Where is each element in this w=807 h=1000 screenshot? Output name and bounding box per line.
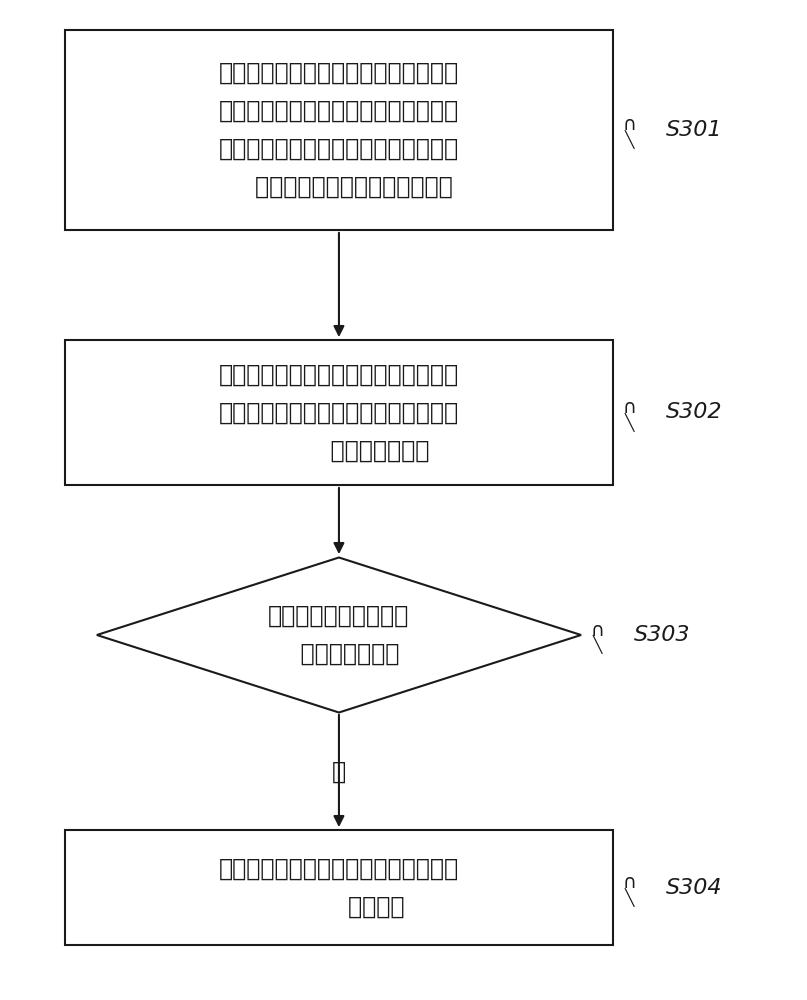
Text: S302: S302 bbox=[666, 402, 722, 422]
Text: S301: S301 bbox=[666, 120, 722, 140]
Bar bbox=[65, 830, 613, 945]
Text: ╲: ╲ bbox=[592, 636, 602, 654]
Text: 生成探测器装调位置旋转角度不符合要: 生成探测器装调位置旋转角度不符合要 bbox=[219, 856, 459, 880]
Text: ∩: ∩ bbox=[622, 115, 637, 134]
Text: S304: S304 bbox=[666, 878, 722, 898]
Bar bbox=[65, 340, 613, 485]
Text: ∩: ∩ bbox=[622, 873, 637, 892]
Text: 预先拟合多组不同波长光斑位置的坐标: 预先拟合多组不同波长光斑位置的坐标 bbox=[219, 61, 459, 85]
Text: 和预设阈值确定偏差允许范围。: 和预设阈值确定偏差允许范围。 bbox=[225, 175, 453, 199]
Text: S303: S303 bbox=[633, 625, 690, 645]
Text: 利用图像处理算法计算当前帧汞灯在第: 利用图像处理算法计算当前帧汞灯在第 bbox=[219, 362, 459, 386]
Polygon shape bbox=[97, 558, 581, 712]
Bar bbox=[65, 30, 613, 230]
Text: 判断坐标偏差值是否在: 判断坐标偏差值是否在 bbox=[268, 604, 410, 628]
Text: ╲: ╲ bbox=[625, 413, 634, 432]
Text: 偏差允许范围内: 偏差允许范围内 bbox=[278, 642, 399, 666]
Text: ∩: ∩ bbox=[622, 398, 637, 417]
Text: 的坐标偏差值。: 的坐标偏差值。 bbox=[249, 438, 429, 462]
Text: 偏差值与相应的位置偏差量得到坐标偏: 偏差值与相应的位置偏差量得到坐标偏 bbox=[219, 99, 459, 123]
Text: ╲: ╲ bbox=[625, 131, 634, 149]
Text: 求的指令: 求的指令 bbox=[274, 894, 404, 918]
Text: ╲: ╲ bbox=[625, 888, 634, 907]
Text: 一预设波长和第二预设波长处光斑位置: 一预设波长和第二预设波长处光斑位置 bbox=[219, 400, 459, 424]
Text: ∩: ∩ bbox=[590, 620, 604, 640]
Text: 否: 否 bbox=[332, 760, 346, 784]
Text: 差标准曲线，并基于坐标偏差标准曲线: 差标准曲线，并基于坐标偏差标准曲线 bbox=[219, 137, 459, 161]
